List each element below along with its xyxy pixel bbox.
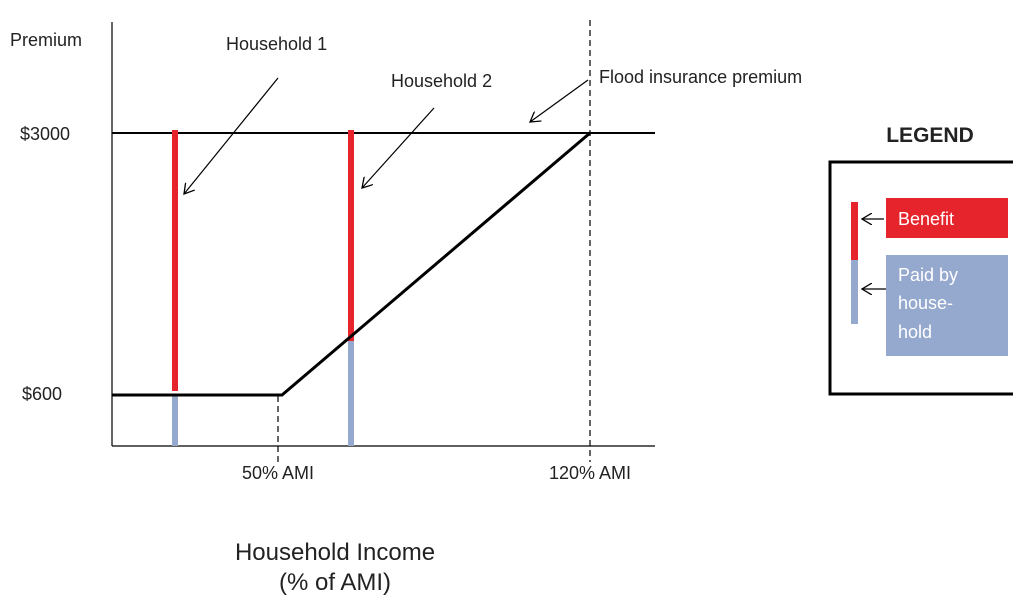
legend-benefit-label: Benefit <box>898 209 954 229</box>
subsidized-premium-line <box>112 131 591 397</box>
y-tick-3000: $3000 <box>20 124 70 144</box>
legend-paid-label-line1: Paid by <box>898 265 958 285</box>
x-axis-title-line2: (% of AMI) <box>279 569 391 596</box>
legend-paid-label-line2: house- <box>898 293 953 313</box>
household1-label: Household 1 <box>226 34 327 54</box>
household1-benefit-bar <box>172 130 178 391</box>
premium-line-label: Flood insurance premium <box>599 67 802 87</box>
legend-paid-box <box>886 255 1008 356</box>
household2-label: Household 2 <box>391 71 492 91</box>
household2-paid-bar <box>348 341 354 446</box>
legend-benefit-swatch <box>851 202 858 260</box>
legend-title: LEGEND <box>886 124 974 147</box>
household1-arrow <box>184 77 279 194</box>
y-axis-label: Premium <box>10 30 82 50</box>
legend-paid-label-line3: hold <box>898 322 932 342</box>
premium-line-arrow <box>530 79 589 122</box>
x-tick-50-ami: 50% AMI <box>242 463 314 483</box>
household2-benefit-bar <box>348 130 354 341</box>
household1-paid-bar <box>172 395 178 446</box>
x-tick-120-ami: 120% AMI <box>549 463 631 483</box>
household2-arrow <box>362 107 435 188</box>
legend-frame <box>828 160 1013 396</box>
y-tick-600: $600 <box>22 384 62 404</box>
x-axis-title-line1: Household Income <box>235 539 435 566</box>
legend-benefit-box <box>886 198 1008 238</box>
legend-paid-swatch <box>851 260 858 324</box>
